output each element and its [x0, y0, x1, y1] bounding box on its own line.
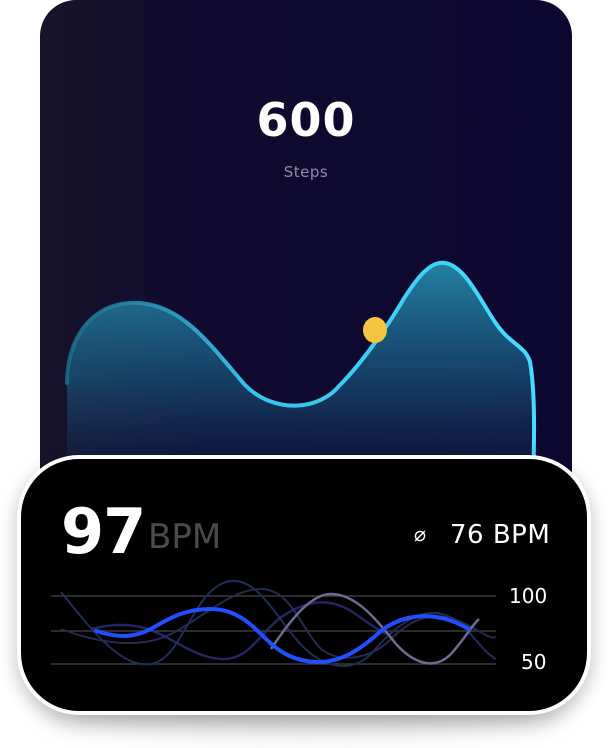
heart-rate-gray-wave	[269, 592, 480, 665]
average-icon: ⌀	[414, 522, 427, 546]
heart-rate-faint-wave-2	[60, 587, 497, 659]
steps-value: 600	[256, 93, 356, 147]
steps-area-chart	[65, 260, 537, 520]
steps-card[interactable]: 600 Steps	[40, 0, 572, 520]
average-heart-rate: 76 BPM	[450, 520, 551, 550]
axis-label-top: 100	[509, 584, 548, 608]
heart-rate-primary-wave	[94, 606, 471, 665]
heart-rate-card[interactable]: 97 BPM ⌀ 76 BPM 100 50	[17, 455, 591, 715]
axis-label-bottom: 50	[521, 650, 547, 674]
heart-rate-faint-wave-3	[90, 601, 387, 661]
steps-current-marker[interactable]	[363, 317, 387, 343]
steps-label: Steps	[283, 163, 329, 181]
heart-rate-chart	[51, 579, 497, 667]
steps-line	[65, 260, 537, 520]
heart-rate-unit: BPM	[148, 517, 222, 557]
heart-rate-card-body: 97 BPM ⌀ 76 BPM 100 50	[21, 459, 587, 711]
heart-rate-value: 97	[61, 495, 146, 568]
